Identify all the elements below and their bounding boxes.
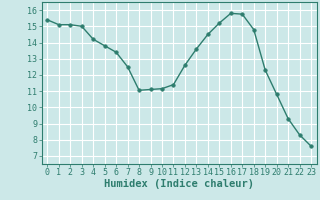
X-axis label: Humidex (Indice chaleur): Humidex (Indice chaleur) bbox=[104, 179, 254, 189]
